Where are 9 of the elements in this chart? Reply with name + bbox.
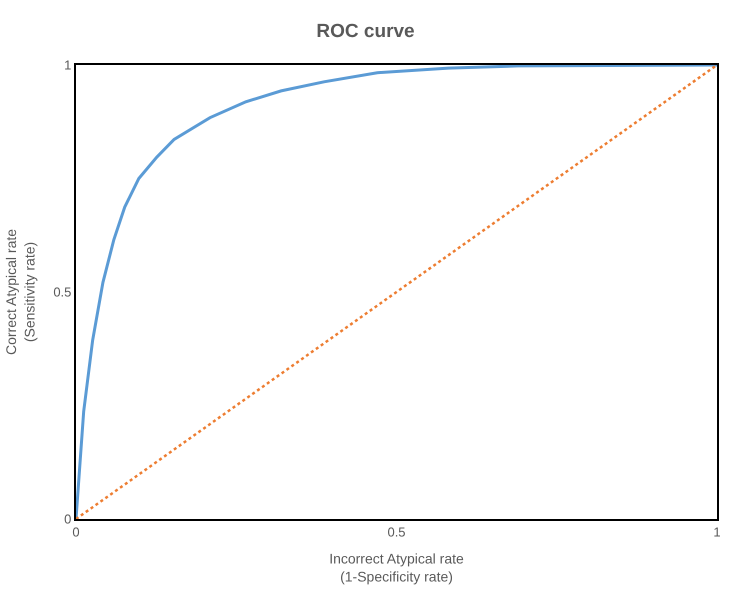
line-series xyxy=(76,65,717,519)
x-tick-label: 0.5 xyxy=(387,524,406,540)
y-axis-title: Correct Atypical rate (Sensitivity rate) xyxy=(3,228,38,356)
x-tick-label: 1 xyxy=(713,524,721,540)
chart-title: ROC curve xyxy=(316,21,415,42)
y-tick-label: 0.5 xyxy=(53,284,72,300)
x-axis-title: Incorrect Atypical rate (1-Specificity rate) xyxy=(329,550,464,585)
y-tick-label: 1 xyxy=(64,58,72,73)
y-tick-label: 0 xyxy=(64,512,72,527)
